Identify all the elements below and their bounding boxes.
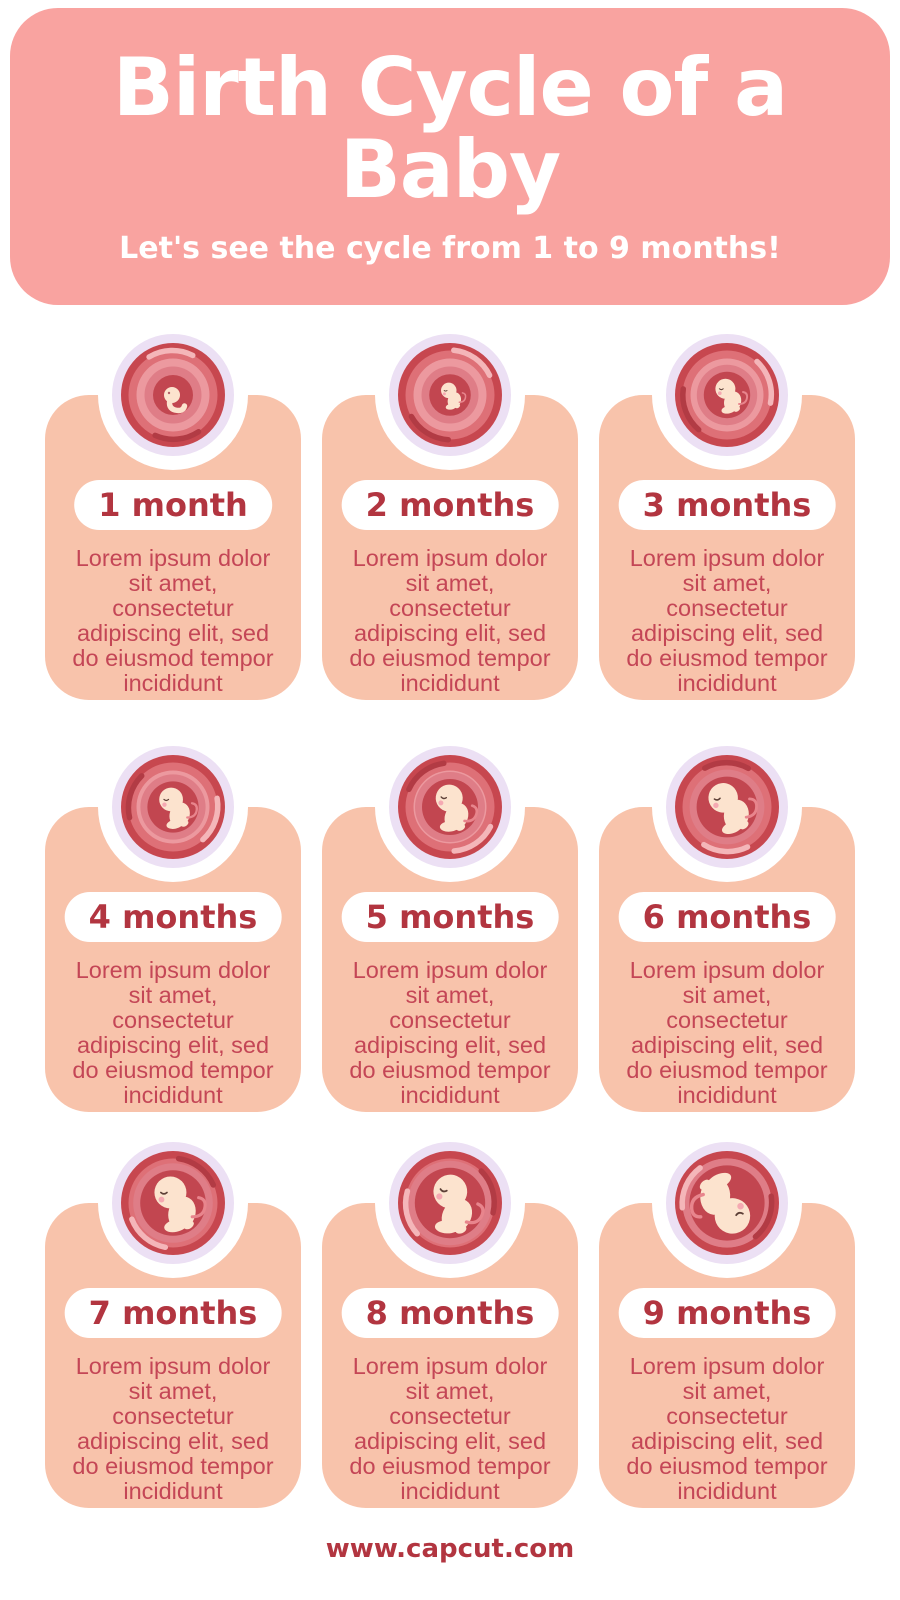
month-card-4: 4 months Lorem ipsum dolor sit amet, con… [45,732,301,1112]
card-description: Lorem ipsum dolor sit amet, consectetur … [72,957,274,1108]
womb-icon [398,343,502,447]
page-subtitle: Let's see the cycle from 1 to 9 months! [119,230,781,266]
womb-fetus-month-2-icon [398,343,502,447]
womb-fetus-month-9-icon [675,1151,779,1255]
month-card-6: 6 months Lorem ipsum dolor sit amet, con… [599,732,855,1112]
card-description: Lorem ipsum dolor sit amet, consectetur … [626,1353,828,1504]
month-label: 1 month [98,486,248,524]
womb-icon [675,1151,779,1255]
month-card-9: 9 months Lorem ipsum dolor sit amet, con… [599,1128,855,1508]
month-label: 4 months [88,898,258,936]
month-card-8: 8 months Lorem ipsum dolor sit amet, con… [322,1128,578,1508]
womb-icon [398,1151,502,1255]
month-label: 5 months [365,898,535,936]
month-pill-7: 7 months [64,1288,282,1338]
month-pill-9: 9 months [618,1288,836,1338]
womb-icon [121,755,225,859]
womb-icon [675,755,779,859]
womb-fetus-month-6-icon [675,755,779,859]
month-label: 2 months [365,486,535,524]
womb-embryo-month-1-icon [121,343,225,447]
month-pill-1: 1 month [74,480,272,530]
month-card-7: 7 months Lorem ipsum dolor sit amet, con… [45,1128,301,1508]
card-description: Lorem ipsum dolor sit amet, consectetur … [72,1353,274,1504]
month-label: 9 months [642,1294,812,1332]
womb-icon [121,1151,225,1255]
month-card-3: 3 months Lorem ipsum dolor sit amet, con… [599,320,855,700]
month-pill-2: 2 months [341,480,559,530]
card-description: Lorem ipsum dolor sit amet, consectetur … [349,957,551,1108]
month-label: 3 months [642,486,812,524]
month-pill-8: 8 months [341,1288,559,1338]
month-pill-3: 3 months [618,480,836,530]
month-label: 6 months [642,898,812,936]
month-label: 8 months [365,1294,535,1332]
month-pill-4: 4 months [64,892,282,942]
page-title-line-2: Baby [339,123,561,216]
womb-fetus-month-4-icon [121,755,225,859]
month-card-2: 2 months Lorem ipsum dolor sit amet, con… [322,320,578,700]
month-pill-6: 6 months [618,892,836,942]
month-card-1: 1 month Lorem ipsum dolor sit amet, cons… [45,320,301,700]
page-title-line-1: Birth Cycle of a [112,41,788,135]
womb-icon [675,343,779,447]
womb-icon [398,755,502,859]
card-description: Lorem ipsum dolor sit amet, consectetur … [72,545,274,696]
card-description: Lorem ipsum dolor sit amet, consectetur … [349,1353,551,1504]
footer-url: www.capcut.com [325,1534,575,1564]
womb-fetus-month-3-icon [675,343,779,447]
womb-fetus-month-7-icon [121,1151,225,1255]
month-label: 7 months [88,1294,258,1332]
month-pill-5: 5 months [341,892,559,942]
page-title: Birth Cycle of a Baby [112,41,788,216]
header-banner: Birth Cycle of a Baby Let's see the cycl… [10,8,890,305]
womb-fetus-month-8-icon [398,1151,502,1255]
womb-icon [121,343,225,447]
card-description: Lorem ipsum dolor sit amet, consectetur … [626,545,828,696]
month-card-5: 5 months Lorem ipsum dolor sit amet, con… [322,732,578,1112]
womb-fetus-month-5-icon [398,755,502,859]
card-description: Lorem ipsum dolor sit amet, consectetur … [349,545,551,696]
card-description: Lorem ipsum dolor sit amet, consectetur … [626,957,828,1108]
